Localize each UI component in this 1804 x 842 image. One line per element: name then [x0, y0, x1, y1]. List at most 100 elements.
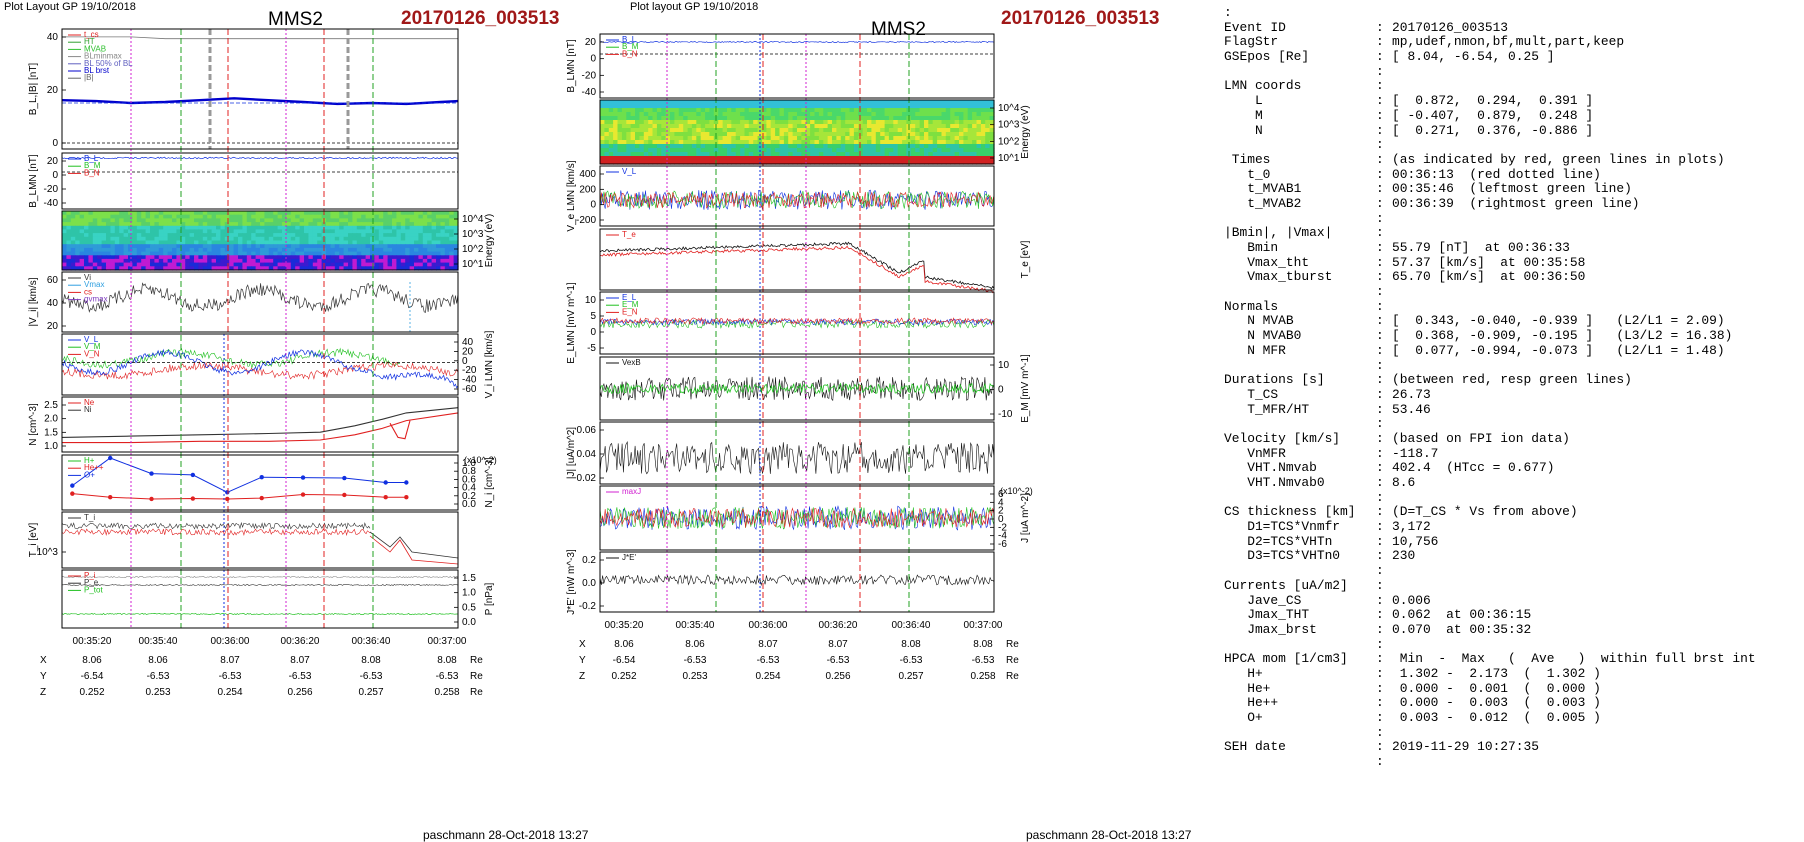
- info-separator: :: [1376, 107, 1384, 123]
- spectrogram-cell: [700, 124, 706, 129]
- spectrogram-cell: [264, 229, 270, 234]
- spectrogram-cell: [185, 244, 191, 249]
- info-value: 2019-11-29 10:27:35: [1392, 740, 1539, 755]
- spectrogram-cell: [836, 148, 842, 153]
- spectrogram-cell: [97, 247, 103, 253]
- spectrogram-cell: [158, 240, 164, 245]
- spectrogram-cell: [718, 140, 724, 145]
- spectrogram-cell: [383, 214, 389, 219]
- spectrogram-cell: [198, 233, 204, 238]
- spectrogram-cell: [950, 104, 956, 109]
- spectrogram-cell: [932, 112, 938, 117]
- spectrogram-cell: [330, 251, 336, 256]
- spectrogram-cell: [919, 100, 925, 105]
- spectrogram-cell: [414, 229, 419, 234]
- spectrogram-cell: [299, 225, 305, 231]
- spectrogram-cell: [779, 160, 785, 165]
- info-row: He++: 0.000 - 0.003 ( 0.003 ): [1224, 696, 1800, 711]
- info-key: L: [1224, 94, 1263, 109]
- spectrogram-cell: [643, 136, 649, 141]
- spectrogram-cell: [950, 136, 956, 141]
- spectrogram-cell: [361, 262, 367, 267]
- spectrogram-cell: [79, 222, 85, 227]
- spectrogram-cell: [648, 100, 654, 105]
- spectrogram-cell: [823, 120, 829, 125]
- spectrogram-cell: [440, 225, 446, 231]
- spectrogram-cell: [871, 108, 877, 113]
- spectrogram-cell: [374, 262, 380, 267]
- spectrogram-cell: [370, 240, 375, 245]
- spectrogram-cell: [106, 214, 111, 219]
- spectrogram-cell: [661, 140, 667, 145]
- spectrogram-cell: [919, 152, 925, 157]
- spectrogram-cell: [299, 214, 305, 219]
- spectrogram-cell: [194, 233, 199, 238]
- spectrogram-cell: [753, 148, 759, 153]
- spectrogram-cell: [75, 247, 81, 253]
- info-separator: :: [1376, 739, 1384, 755]
- spectrogram-cell: [722, 140, 728, 145]
- spectrogram-cell: [635, 108, 640, 113]
- spectrogram-cell: [665, 104, 671, 109]
- spectrogram-cell: [216, 266, 221, 271]
- spectrogram-cell: [449, 225, 455, 231]
- spectrogram-cell: [136, 262, 142, 267]
- spectrogram-cell: [832, 140, 837, 145]
- ytick-label: 0: [590, 54, 596, 65]
- spectrogram-cell: [361, 211, 367, 216]
- spectrogram-cell: [194, 222, 199, 227]
- spectrogram-cell: [163, 266, 169, 271]
- spectrogram-cell: [910, 132, 916, 137]
- spectrogram-cell: [453, 225, 459, 231]
- spectrogram-cell: [643, 132, 649, 137]
- panel-frame-BLMN: [599, 33, 995, 99]
- spectrogram-cell: [762, 116, 767, 121]
- spectrogram-cell: [119, 222, 125, 227]
- spectrogram-cell: [414, 251, 419, 256]
- spectrogram-cell: [444, 225, 450, 231]
- spectrogram-cell: [871, 128, 877, 133]
- spectrogram-cell: [409, 262, 415, 267]
- left-plot-header: Plot Layout GP 19/10/2018: [4, 1, 136, 13]
- spectrogram-cell: [670, 144, 675, 149]
- spectrogram-cell: [427, 255, 433, 260]
- legend-entry: BL brst: [84, 66, 110, 75]
- spectrogram-cell: [167, 229, 173, 234]
- spectrogram-cell: [989, 116, 995, 121]
- bl-component-line: [599, 40, 995, 44]
- spectrogram-cell: [735, 120, 741, 125]
- spectrogram-cell: [674, 112, 680, 117]
- spectrogram-cell: [613, 128, 619, 133]
- spectrogram-cell: [691, 132, 697, 137]
- ytick-label: 2.5: [44, 400, 58, 411]
- spectrogram-cell: [106, 229, 111, 234]
- spectrogram-cell: [832, 136, 837, 141]
- spectrogram-cell: [932, 108, 938, 113]
- spectrogram-cell: [427, 258, 433, 264]
- info-key: Event ID: [1224, 20, 1286, 35]
- spectrogram-cell: [308, 262, 314, 267]
- spectrogram-cell: [106, 251, 111, 256]
- spectrogram-cell: [180, 211, 186, 216]
- spectrogram-cell: [436, 255, 441, 260]
- spectrogram-cell: [198, 262, 204, 267]
- spectrogram-cell: [317, 222, 323, 227]
- coord-label-z: Z: [579, 671, 585, 682]
- spectrogram-cell: [392, 236, 397, 242]
- spectrogram-cell: [792, 132, 798, 137]
- spectrogram-cell: [643, 144, 649, 149]
- info-separator: :: [1376, 357, 1384, 373]
- spectrogram-cell: [722, 100, 728, 105]
- spectrogram-cell: [194, 244, 199, 249]
- info-separator: :: [1376, 210, 1384, 226]
- info-row: CS thickness [km]: (D=T_CS * Vs from abov…: [1224, 505, 1800, 520]
- spectrogram-cell: [709, 160, 715, 165]
- spectrogram-cell: [867, 100, 872, 105]
- spectrogram-cell: [928, 148, 934, 153]
- spectrogram-cell: [783, 144, 789, 149]
- spectrogram-cell: [626, 120, 632, 125]
- spectrogram-cell: [604, 104, 610, 109]
- spectrogram-cell: [656, 124, 662, 129]
- spectrogram-cell: [910, 156, 916, 161]
- spectrogram-cell: [888, 120, 894, 125]
